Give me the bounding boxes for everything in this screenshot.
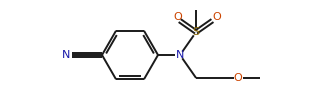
Text: O: O [212,12,221,22]
Text: S: S [192,27,200,37]
Text: O: O [234,73,243,83]
Text: O: O [173,12,182,22]
Text: N: N [62,50,70,60]
Text: N: N [176,50,184,60]
